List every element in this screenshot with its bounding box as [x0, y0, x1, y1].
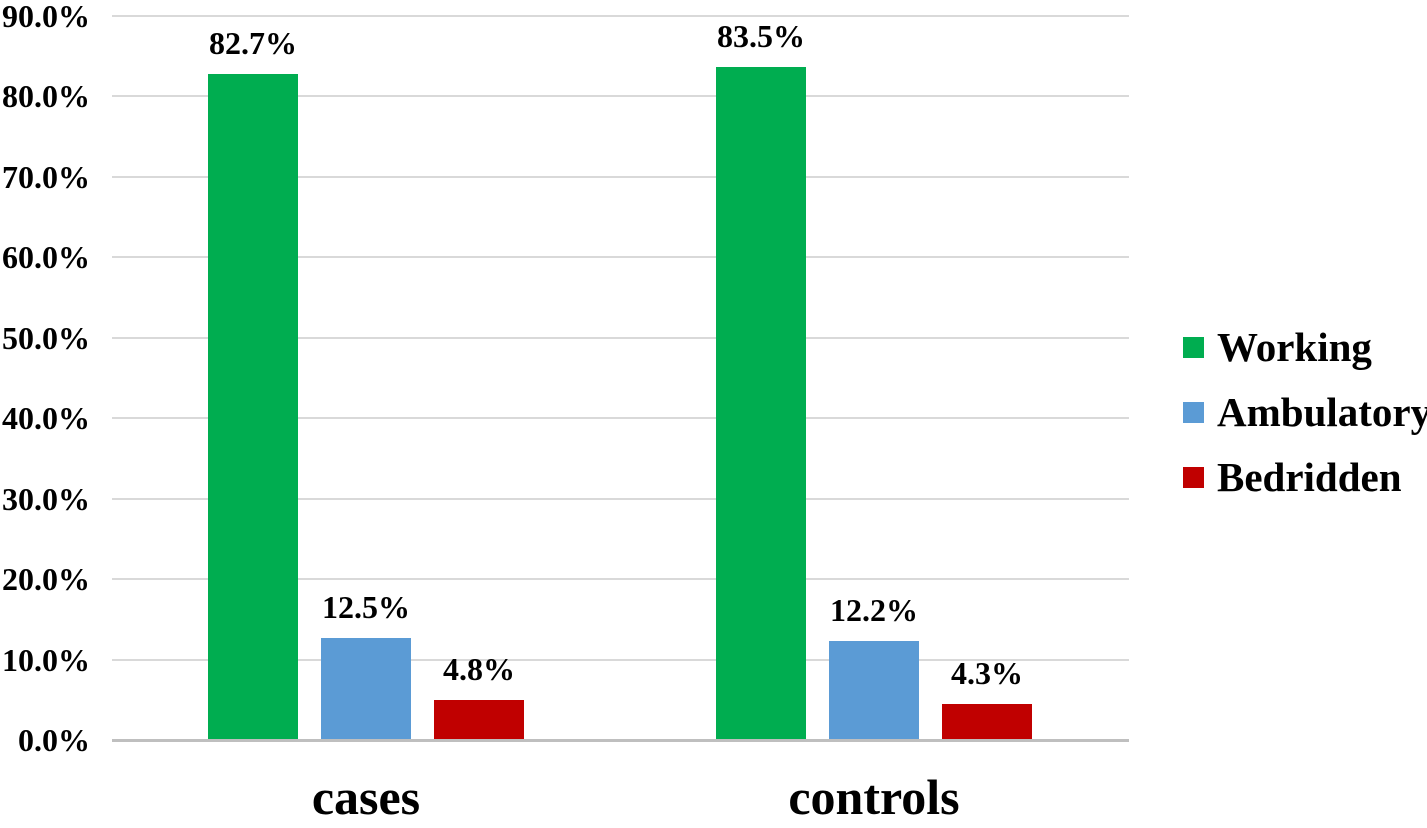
bar-cases-bedridden	[434, 700, 524, 739]
gridline	[112, 658, 1129, 661]
gridline	[112, 417, 1129, 420]
bar-value-label-controls-ambulatory: 12.2%	[830, 591, 918, 628]
legend-swatch-ambulatory	[1183, 401, 1204, 423]
legend-item-working: Working	[1183, 324, 1372, 370]
legend-swatch-bedridden	[1183, 466, 1204, 488]
legend-label-working: Working	[1217, 324, 1372, 370]
gridline	[112, 256, 1129, 259]
gridline	[112, 578, 1129, 581]
bar-cases-working	[208, 73, 298, 739]
bar-value-label-controls-working: 83.5%	[717, 18, 805, 55]
gridline	[112, 95, 1129, 98]
category-label-cases: cases	[311, 769, 421, 825]
gridline	[112, 15, 1129, 17]
legend-item-ambulatory: Ambulatory	[1183, 389, 1427, 435]
y-axis-tick-label: 50.0%	[2, 319, 90, 356]
gridline	[112, 336, 1129, 339]
gridline	[112, 175, 1129, 178]
y-axis-tick-label: 0.0%	[18, 722, 90, 758]
y-axis-tick-label: 10.0%	[2, 641, 90, 678]
bar-value-label-cases-bedridden: 4.8%	[443, 651, 515, 688]
x-axis-line	[112, 739, 1129, 742]
category-label-controls: controls	[788, 769, 960, 825]
bar-controls-working	[716, 67, 806, 739]
legend-label-ambulatory: Ambulatory	[1217, 389, 1427, 435]
y-axis-tick-label: 80.0%	[2, 78, 90, 115]
bar-value-label-controls-bedridden: 4.3%	[951, 655, 1023, 692]
legend-label-bedridden: Bedridden	[1217, 454, 1402, 500]
bar-value-label-cases-working: 82.7%	[209, 24, 297, 61]
bar-controls-bedridden	[942, 704, 1032, 739]
y-axis-tick-label: 70.0%	[2, 158, 90, 195]
bar-cases-ambulatory	[321, 638, 411, 739]
y-axis-tick-label: 60.0%	[2, 239, 90, 276]
legend-item-bedridden: Bedridden	[1183, 454, 1402, 500]
legend-swatch-working	[1183, 336, 1204, 358]
y-axis-tick-label: 90.0%	[2, 0, 90, 34]
gridline	[112, 497, 1129, 500]
bar-value-label-cases-ambulatory: 12.5%	[322, 589, 410, 626]
y-axis-tick-label: 30.0%	[2, 480, 90, 517]
y-axis-tick-label: 40.0%	[2, 400, 90, 437]
y-axis-tick-label: 20.0%	[2, 561, 90, 598]
bar-controls-ambulatory	[829, 640, 919, 739]
